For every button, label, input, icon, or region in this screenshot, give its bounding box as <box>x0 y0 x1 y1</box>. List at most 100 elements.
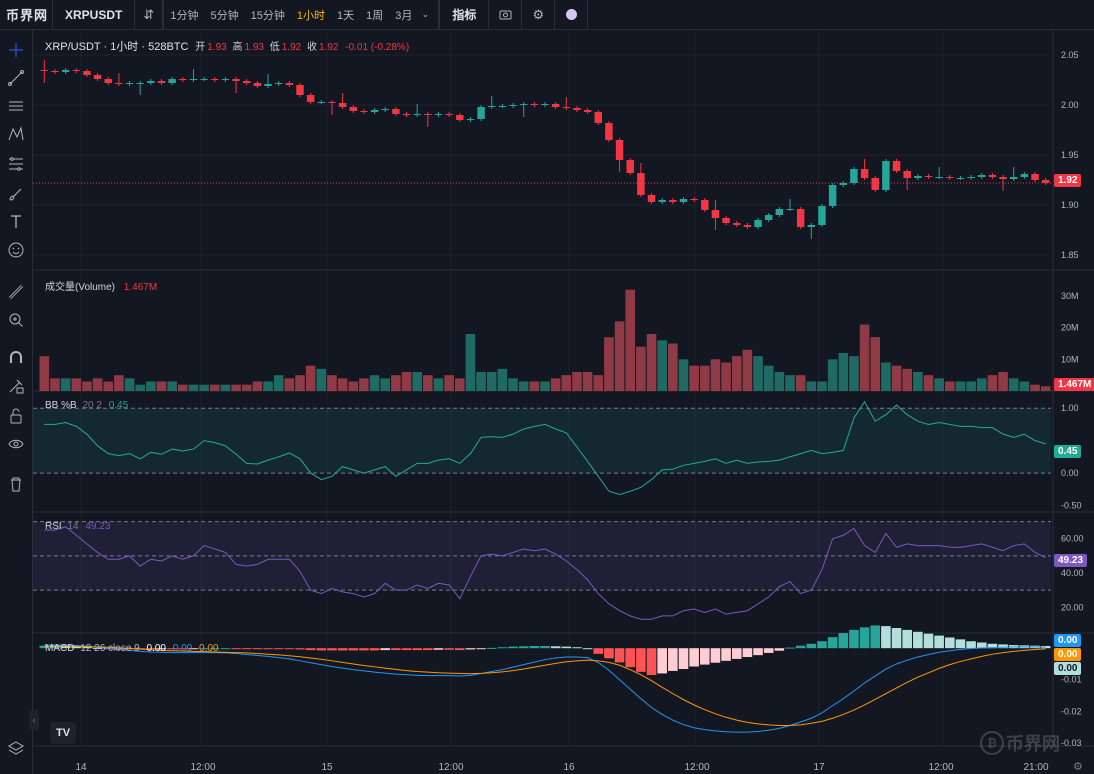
candle <box>157 81 166 83</box>
symbol-search-button[interactable]: XRPUSDT <box>52 0 136 30</box>
macd-histogram-bar <box>444 648 454 650</box>
bb-band-fill <box>33 408 1051 474</box>
volume-bar <box>710 359 721 391</box>
macd-tick-label: -0.02 <box>1061 706 1082 716</box>
gear-icon[interactable]: ⚙ <box>522 0 556 30</box>
text-icon[interactable] <box>0 208 32 236</box>
macd-histogram-bar <box>561 646 572 649</box>
collapse-toolbar-button[interactable]: ‹ <box>29 710 39 730</box>
macd-histogram-bar <box>646 648 657 676</box>
chart-canvas[interactable]: 2.052.001.951.901.8530M20M10M1.000.00-0.… <box>33 30 1094 774</box>
macd-tag-hist: 0.00 <box>1054 662 1082 675</box>
compare-icon[interactable]: ⇵ <box>135 0 164 30</box>
emoji-icon[interactable] <box>0 236 32 264</box>
volume-bar <box>316 368 327 391</box>
macd-histogram-bar <box>572 647 582 649</box>
candle <box>583 110 592 112</box>
volume-bar <box>178 384 188 391</box>
chart-area[interactable]: 2.05 2.00 1.95 1.90 1.85 30M 20M 10M 1.00 0.00 -0.… <box>33 30 1094 774</box>
chevron-down-icon[interactable]: ⌄ <box>421 9 430 19</box>
macd-histogram-bar <box>82 646 92 649</box>
macd-histogram-bar <box>678 648 689 670</box>
candle <box>764 215 773 220</box>
macd-histogram-bar <box>156 648 167 650</box>
volume-bar <box>529 381 540 391</box>
macd-histogram-bar <box>763 648 774 653</box>
interval-button[interactable]: 1小时 <box>296 9 325 22</box>
price-tick-label: 1.90 <box>1061 200 1079 210</box>
volume-bar <box>50 378 60 391</box>
interval-button[interactable]: 15分钟 <box>250 9 285 22</box>
candle <box>349 107 357 111</box>
volume-bar <box>380 378 391 391</box>
macd-histogram-bar <box>284 648 295 650</box>
volume-bar <box>220 384 231 391</box>
candle <box>626 160 634 173</box>
horizontal-lines-icon[interactable] <box>0 92 32 120</box>
macd-histogram-bar <box>433 648 444 650</box>
candle <box>594 112 602 123</box>
tradingview-logo[interactable]: TV <box>50 722 76 744</box>
interval-button[interactable]: 1天 <box>336 9 355 22</box>
candle <box>424 114 432 115</box>
candle <box>615 140 624 160</box>
interval-button[interactable]: 3月 <box>395 9 413 22</box>
volume-bar <box>71 378 82 391</box>
macd-histogram-bar <box>891 628 902 649</box>
volume-bar <box>401 372 412 391</box>
camera-icon[interactable] <box>489 0 523 30</box>
lock-icon[interactable] <box>0 402 32 430</box>
volume-bar <box>827 359 838 391</box>
candle <box>93 75 102 79</box>
macd-histogram-bar <box>721 648 731 661</box>
macd-histogram-bar <box>39 645 50 649</box>
indicators-button[interactable]: 指标 <box>439 0 490 30</box>
candle <box>285 83 294 85</box>
macd-histogram-bar <box>668 648 678 671</box>
interval-button[interactable]: 1分钟 <box>170 9 199 22</box>
price-tick-label: 1.85 <box>1061 250 1079 260</box>
pattern-icon[interactable] <box>0 120 32 148</box>
candle <box>72 70 81 71</box>
crosshair-icon[interactable] <box>0 36 32 64</box>
magnet-icon[interactable] <box>0 344 32 372</box>
volume-bar <box>540 381 550 391</box>
volume-bar <box>433 378 444 391</box>
macd-histogram-bar <box>923 633 934 649</box>
time-tick-label: 12:00 <box>928 762 953 773</box>
theme-icon[interactable] <box>555 0 589 30</box>
candle <box>914 176 922 178</box>
macd-histogram-bar <box>465 648 476 650</box>
eye-icon[interactable] <box>0 430 32 458</box>
macd-v3: 0.00 <box>199 643 219 654</box>
macd-histogram-bar <box>945 637 955 649</box>
macd-histogram-bar <box>273 648 284 650</box>
settings-icon[interactable]: ⚙ <box>1073 761 1083 773</box>
time-tick-label: 14 <box>75 762 87 773</box>
trash-icon[interactable] <box>0 470 32 498</box>
candle <box>147 81 155 83</box>
macd-histogram-bar <box>710 648 721 663</box>
macd-histogram-bar <box>146 648 156 650</box>
macd-title: MACD <box>45 643 75 654</box>
price-tick-label: 1.95 <box>1061 150 1079 160</box>
ruler-icon[interactable] <box>0 278 32 306</box>
rsi-value: 49.23 <box>85 521 111 532</box>
volume-bar <box>966 381 976 391</box>
brush-icon[interactable] <box>0 180 32 208</box>
rsi-tick-label: 20.00 <box>1061 602 1084 612</box>
volume-bar <box>508 378 518 391</box>
fib-icon[interactable] <box>0 150 32 178</box>
macd-histogram-bar <box>497 647 508 649</box>
trendline-icon[interactable] <box>0 64 32 92</box>
interval-button[interactable]: 1周 <box>366 9 384 22</box>
zoom-icon[interactable] <box>0 306 32 334</box>
app-logo[interactable]: 币界网 <box>6 8 49 23</box>
interval-button[interactable]: 5分钟 <box>210 9 239 22</box>
candle <box>690 199 698 200</box>
volume-bar <box>795 375 806 391</box>
candle <box>242 81 251 83</box>
macd-histogram-bar <box>657 648 667 674</box>
lock-draw-icon[interactable] <box>0 372 32 400</box>
layers-icon[interactable] <box>0 734 32 762</box>
